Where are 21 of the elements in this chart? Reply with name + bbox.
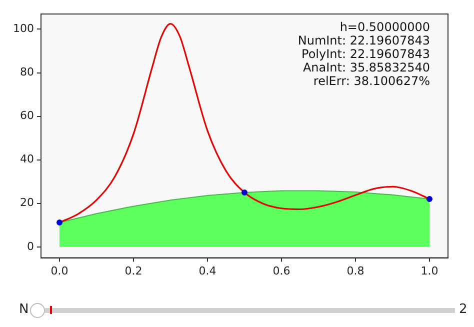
x-tick-label: 0.4 [198,264,216,278]
annotation: h=0.50000000 [340,20,430,34]
y-tick-label: 20 [20,196,34,210]
point [56,220,62,226]
annotation: relErr: 38.100627% [313,74,430,88]
x-tick-label: 0.0 [50,264,68,278]
point [426,196,432,202]
y-tick-label: 100 [12,22,34,36]
x-tick-label: 0.6 [272,264,290,278]
y-tick-label: 80 [20,66,34,79]
slider: N 2 [18,301,465,320]
point [242,189,248,196]
y-tick-label: 40 [20,152,34,166]
y-tick-label: 60 [20,109,34,122]
x-tick-label: 0.2 [124,264,142,278]
y-tick-label: 0 [26,240,34,253]
annotation: PolyInt: 22.19607843 [302,47,430,62]
x-tick-label: 0.8 [346,264,364,278]
annotation: NumInt: 22.19607843 [298,34,430,48]
annotation: AnaInt: 35.85832540 [302,60,430,75]
x-tick-label: 1.0 [420,264,438,278]
